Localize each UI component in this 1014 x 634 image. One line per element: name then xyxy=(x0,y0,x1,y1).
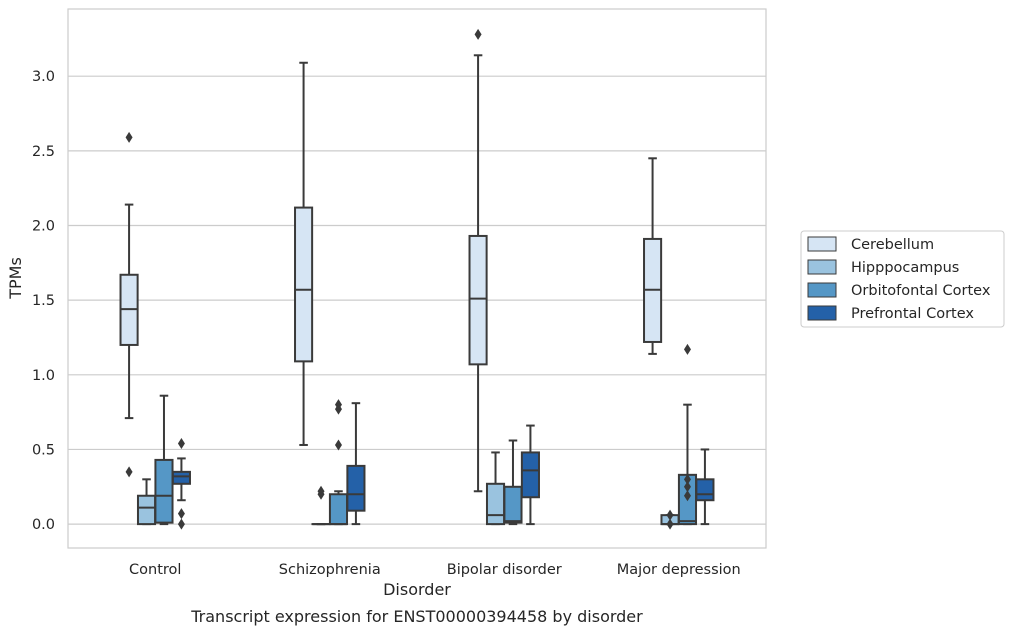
outlier-point xyxy=(125,466,133,478)
y-tick-label: 0.5 xyxy=(32,442,55,458)
outlier-point xyxy=(177,508,185,520)
legend-label: Prefrontal Cortex xyxy=(851,306,974,322)
legend-frame xyxy=(800,230,1005,328)
x-axis-label: Disorder xyxy=(383,580,451,599)
outlier-point xyxy=(683,481,691,493)
y-tick-label: 1.5 xyxy=(32,293,55,309)
box-body xyxy=(171,470,191,485)
box xyxy=(136,478,157,526)
x-tick-label: Major depression xyxy=(617,562,741,578)
box-body xyxy=(468,234,488,366)
box-body xyxy=(520,451,540,499)
box-body xyxy=(485,482,506,526)
y-tick-label: 2.5 xyxy=(32,144,55,160)
box xyxy=(468,28,488,493)
x-tick-label: Schizophrenia xyxy=(279,562,381,578)
outlier-point xyxy=(177,437,185,449)
x-axis-ticks: Control Schizophrenia Bipolar disorder Majo… xyxy=(129,562,741,578)
legend-label: Hipppocampus xyxy=(851,260,959,276)
x-tick-label: Control xyxy=(129,562,181,578)
boxes xyxy=(119,28,715,530)
legend-swatch xyxy=(807,259,837,275)
chart-title: Transcript expression for ENST0000039445… xyxy=(190,607,643,626)
box-body xyxy=(328,493,349,526)
box xyxy=(294,61,314,446)
legend-swatch xyxy=(807,236,837,252)
outlier-point xyxy=(317,488,325,500)
box xyxy=(328,399,349,526)
legend: Cerebellum Hipppocampus Orbitofontal Corte… xyxy=(800,230,1005,328)
box-body xyxy=(503,485,523,524)
outlier-point xyxy=(474,28,482,40)
outlier-point xyxy=(177,518,185,530)
legend-swatch xyxy=(807,282,837,298)
box-body xyxy=(136,494,157,526)
x-tick-label: Bipolar disorder xyxy=(447,562,562,578)
outlier-point xyxy=(334,403,342,415)
box xyxy=(503,439,523,526)
outlier-point xyxy=(125,131,133,143)
box-body xyxy=(695,478,715,502)
outlier-point xyxy=(683,343,691,355)
box xyxy=(485,451,506,526)
y-tick-label: 1.0 xyxy=(32,368,55,384)
y-tick-label: 2.0 xyxy=(32,218,55,234)
box xyxy=(660,509,680,530)
box xyxy=(346,402,366,526)
legend-label: Cerebellum xyxy=(851,237,934,253)
legend-swatch xyxy=(807,305,837,321)
box xyxy=(119,131,139,478)
box-body xyxy=(154,458,174,524)
box xyxy=(520,424,540,526)
box xyxy=(154,394,174,526)
box xyxy=(171,437,191,530)
outlier-point xyxy=(666,518,674,530)
box-body xyxy=(294,206,314,363)
y-tick-label: 0.0 xyxy=(32,517,55,533)
y-axis-ticks: 0.0 0.5 1.0 1.5 2.0 2.5 3.0 xyxy=(32,69,55,533)
legend-label: Orbitofontal Cortex xyxy=(851,283,991,299)
outlier-point xyxy=(666,509,674,521)
outlier-point xyxy=(683,473,691,485)
outlier-point xyxy=(334,439,342,451)
y-axis-label: TPMs xyxy=(6,257,25,300)
box xyxy=(643,157,663,355)
y-tick-label: 3.0 xyxy=(32,69,55,85)
box xyxy=(695,448,715,526)
outlier-point xyxy=(683,490,691,502)
box-body xyxy=(346,464,366,512)
